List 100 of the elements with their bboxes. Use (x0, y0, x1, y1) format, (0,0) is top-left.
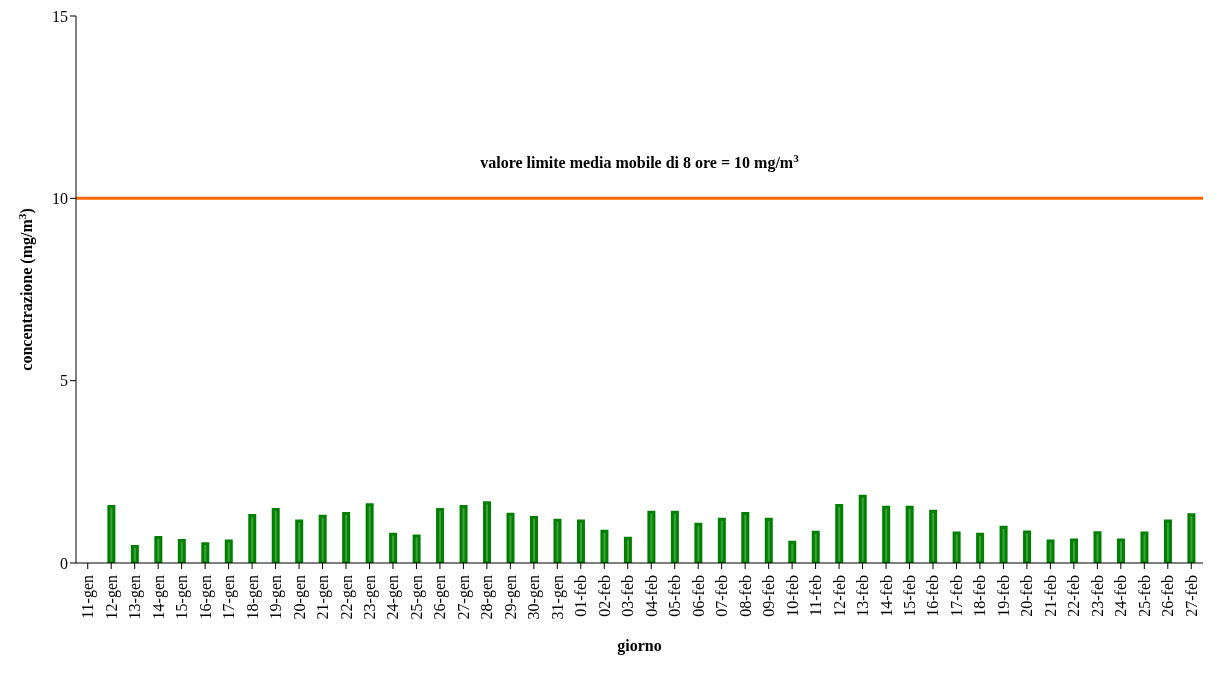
x-tick-label: 17-gen (220, 575, 239, 620)
x-axis-title: giorno (617, 637, 662, 655)
bar (271, 507, 280, 563)
x-tick-label: 27-gen (454, 575, 473, 620)
bar (412, 534, 421, 563)
y-tick-label: 5 (60, 372, 68, 390)
x-tick-label: 25-gen (407, 575, 426, 620)
x-tick-label: 26-feb (1159, 575, 1177, 617)
x-tick-label: 11-feb (807, 575, 825, 617)
bar (154, 535, 163, 563)
x-tick-label: 13-feb (854, 575, 872, 617)
x-tick-label: 27-feb (1182, 575, 1200, 617)
x-tick-label: 15-feb (901, 575, 919, 617)
bar (623, 536, 632, 563)
bar (929, 509, 938, 563)
bar (858, 494, 867, 563)
bar (1116, 538, 1125, 563)
bar (201, 542, 210, 563)
bar (530, 515, 538, 563)
bar (1023, 530, 1032, 563)
bar (1163, 519, 1172, 563)
bar (248, 514, 257, 563)
x-tick-label: 17-feb (947, 575, 965, 617)
bar (600, 529, 609, 563)
bar (107, 504, 116, 563)
x-tick-label: 09-feb (760, 575, 778, 617)
x-tick-label: 18-gen (243, 575, 262, 620)
x-tick-label: 08-feb (736, 575, 754, 617)
x-tick-label: 22-feb (1065, 575, 1083, 617)
bar (835, 503, 844, 563)
bar (436, 507, 445, 563)
x-tick-label: 19-gen (267, 575, 286, 620)
x-tick-label: 12-feb (830, 575, 848, 617)
x-tick-label: 20-gen (290, 575, 309, 620)
bar (318, 514, 327, 563)
x-tick-label: 15-gen (173, 575, 192, 620)
bar (905, 505, 914, 563)
bar (177, 538, 186, 563)
bar (694, 522, 703, 563)
x-tick-label: 11-gen (79, 575, 98, 619)
bar (882, 505, 891, 563)
bar (1070, 538, 1079, 563)
bar (365, 503, 374, 563)
x-tick-label: 02-feb (595, 575, 613, 617)
x-tick-label: 22-gen (337, 575, 356, 620)
bar (553, 518, 562, 563)
x-tick-label: 28-gen (478, 575, 497, 620)
bar (952, 531, 961, 563)
bar (389, 532, 398, 563)
x-tick-label: 13-gen (126, 575, 145, 620)
bar (788, 540, 797, 563)
x-tick-label: 03-feb (619, 575, 637, 617)
bar (764, 517, 773, 563)
y-tick-label: 15 (52, 7, 68, 25)
x-tick-label: 12-gen (102, 575, 121, 620)
y-tick-label: 10 (52, 190, 68, 208)
x-tick-label: 14-gen (149, 575, 168, 620)
x-tick-label: 25-feb (1135, 575, 1153, 617)
ref-line-label: valore limite media mobile di 8 ore = 10 mg/m$^{3}$ (480, 152, 800, 173)
x-tick-label: 19-feb (994, 575, 1012, 617)
bar (999, 525, 1008, 563)
bar (741, 511, 750, 563)
x-tick-label: 31-gen (548, 575, 567, 620)
bar (1187, 513, 1196, 563)
bar (295, 519, 304, 563)
x-tick-label: 16-gen (196, 575, 215, 620)
bar (1093, 531, 1102, 563)
x-tick-label: 23-gen (360, 575, 379, 620)
x-tick-label: 23-feb (1088, 575, 1106, 617)
x-tick-label: 16-feb (924, 575, 942, 617)
bar (506, 512, 515, 563)
x-tick-label: 24-gen (384, 575, 403, 620)
bar (1046, 539, 1055, 563)
x-tick-label: 21-gen (314, 575, 333, 620)
x-tick-label: 05-feb (666, 575, 684, 617)
x-tick-label: 30-gen (525, 575, 544, 620)
x-tick-label: 10-feb (783, 575, 801, 617)
x-tick-label: 20-feb (1018, 575, 1036, 617)
bar (459, 504, 468, 563)
bar (342, 511, 351, 563)
x-tick-label: 14-feb (877, 575, 895, 617)
x-tick-label: 01-feb (572, 575, 590, 617)
x-tick-label: 24-feb (1112, 575, 1130, 617)
bar (647, 510, 656, 563)
bar (670, 510, 679, 563)
bar (130, 545, 139, 563)
bar (224, 539, 233, 563)
bar (717, 517, 726, 563)
x-tick-label: 07-feb (713, 575, 731, 617)
bar (976, 532, 985, 563)
x-tick-label: 26-gen (431, 575, 450, 620)
x-tick-label: 18-feb (971, 575, 989, 617)
y-tick-label: 0 (60, 554, 68, 572)
bar (483, 501, 492, 563)
x-tick-label: 29-gen (501, 575, 520, 620)
x-tick-label: 06-feb (689, 575, 707, 617)
bar (811, 530, 820, 563)
x-tick-label: 21-feb (1041, 575, 1059, 617)
x-tick-label: 04-feb (642, 575, 660, 617)
bar (1140, 531, 1149, 563)
